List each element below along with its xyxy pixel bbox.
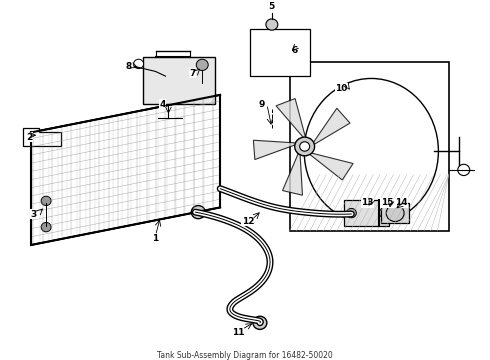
Text: 3: 3 <box>30 210 36 219</box>
Circle shape <box>196 59 208 71</box>
Text: Tank Sub-Assembly Diagram for 16482-50020: Tank Sub-Assembly Diagram for 16482-5002… <box>157 351 333 360</box>
Text: 1: 1 <box>152 234 159 243</box>
Polygon shape <box>23 128 61 147</box>
Circle shape <box>294 137 315 156</box>
Circle shape <box>346 208 356 218</box>
Circle shape <box>266 19 278 30</box>
Polygon shape <box>290 62 449 231</box>
Text: 10: 10 <box>335 84 347 93</box>
Circle shape <box>134 59 144 69</box>
Text: 6: 6 <box>292 46 298 55</box>
Circle shape <box>379 208 389 218</box>
Polygon shape <box>250 29 310 76</box>
Circle shape <box>253 316 267 329</box>
Circle shape <box>191 206 205 219</box>
Polygon shape <box>143 57 215 104</box>
Circle shape <box>458 164 470 176</box>
Polygon shape <box>311 108 350 147</box>
Polygon shape <box>283 150 302 195</box>
Circle shape <box>41 222 51 232</box>
Polygon shape <box>253 140 300 159</box>
Polygon shape <box>276 99 307 141</box>
Polygon shape <box>307 152 353 180</box>
Polygon shape <box>31 95 220 245</box>
Bar <box>381 203 409 224</box>
Text: 13: 13 <box>361 198 373 207</box>
Text: 2: 2 <box>26 132 32 141</box>
Text: 14: 14 <box>395 198 407 207</box>
Text: 9: 9 <box>259 100 265 109</box>
Text: 7: 7 <box>189 69 196 78</box>
Text: 11: 11 <box>232 328 245 337</box>
Text: 8: 8 <box>125 62 132 71</box>
Circle shape <box>41 196 51 206</box>
Circle shape <box>300 142 310 151</box>
Bar <box>344 200 389 226</box>
Text: 12: 12 <box>242 217 254 226</box>
Ellipse shape <box>304 78 439 224</box>
Text: 5: 5 <box>269 3 275 12</box>
Circle shape <box>386 204 404 221</box>
Text: 4: 4 <box>159 100 166 109</box>
Text: 15: 15 <box>381 198 393 207</box>
